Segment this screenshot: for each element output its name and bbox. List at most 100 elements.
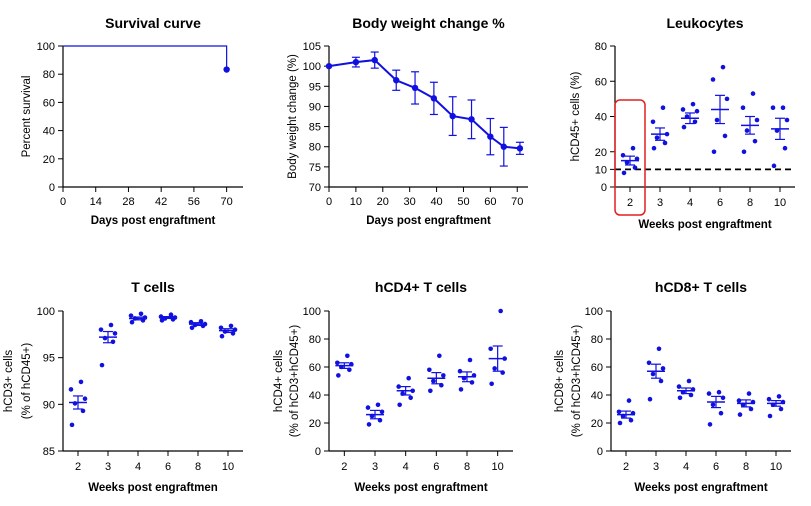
y-axis-label: Percent survival (21, 76, 33, 158)
data-point (620, 152, 626, 158)
data-point (752, 138, 758, 144)
y-tick-label: 105 (303, 41, 321, 53)
data-point (345, 353, 350, 359)
x-tick-label: 10 (774, 197, 786, 209)
data-point (748, 406, 754, 412)
x-tick-label: 30 (404, 196, 416, 208)
chart-2: Leukocytes 0 10 20 40 60 80 hCD45+ cells (%) Wee… (570, 15, 795, 231)
y-tick-label: 20 (309, 418, 321, 430)
x-tick-label: 56 (188, 196, 200, 208)
y-tick-label: 75 (309, 162, 321, 174)
x-tick-label: 70 (511, 196, 523, 208)
data-point (487, 133, 494, 140)
highlight-box (614, 99, 646, 216)
data-point (714, 117, 720, 123)
y-axis-label: Body weight change (%) (287, 54, 299, 179)
data-point (492, 366, 497, 371)
data-point (441, 373, 446, 378)
x-tick-label: 42 (155, 196, 167, 208)
y-tick-label: 100 (585, 306, 603, 318)
data-point (393, 77, 400, 84)
data-point (771, 163, 777, 169)
data-point (617, 420, 623, 426)
data-point (724, 96, 730, 102)
y-tick-label: 40 (309, 390, 321, 402)
y-tick-label: 85 (309, 122, 321, 134)
data-point (660, 366, 666, 371)
data-point (722, 133, 728, 139)
data-point (379, 409, 385, 415)
data-point (335, 360, 340, 366)
data-point (406, 375, 411, 381)
data-point (68, 387, 74, 392)
x-tick-label: 6 (717, 197, 723, 209)
data-point (500, 143, 507, 150)
data-point (681, 124, 687, 130)
data-point (430, 95, 438, 102)
x-tick-label: 4 (687, 197, 693, 209)
x-tick-label: 2 (75, 461, 81, 473)
data-point (138, 311, 144, 317)
data-point (626, 398, 632, 403)
data-point (720, 64, 726, 70)
data-point (766, 396, 772, 402)
y-tick-label: 40 (591, 390, 603, 402)
x-axis-label: Weeks post engraftment (638, 219, 772, 231)
data-point (754, 117, 760, 123)
data-point (99, 362, 105, 368)
data-point (437, 353, 442, 359)
y-tick-label: 20 (591, 418, 603, 430)
y-axis-label: hCD3+ cells (3, 350, 15, 413)
x-tick-label: 3 (372, 461, 378, 473)
x-tick-label: 8 (743, 461, 749, 473)
data-point (489, 381, 494, 387)
data-point (710, 77, 716, 82)
data-point (716, 389, 722, 395)
data-point (767, 413, 773, 419)
data-point (366, 422, 372, 427)
y-tick-label: 60 (309, 362, 321, 374)
data-point (776, 394, 782, 399)
y-tick-label: 60 (43, 97, 55, 109)
x-tick-label: 6 (165, 461, 171, 473)
data-point (628, 417, 634, 423)
data-point (449, 112, 456, 120)
data-point (365, 405, 371, 410)
y-tick-label: 0 (601, 182, 607, 194)
x-tick-label: 28 (122, 196, 134, 208)
y-axis-label-line2: (% of hCD45+) (21, 343, 33, 420)
chart-title: T cells (131, 279, 175, 295)
x-axis-label: Weeks post engraftmen (88, 482, 218, 494)
y-tick-label: 60 (591, 362, 603, 374)
data-point (396, 384, 401, 389)
x-tick-label: 10 (222, 461, 234, 473)
chart-3: T cells 85 90 95 100 hCD3+ cells (% of hCD45+)… (3, 279, 243, 494)
y-axis-label-line2: (% of hCD3+hCD45+) (289, 325, 301, 438)
x-axis-label: Days post engraftment (366, 215, 491, 227)
data-point (78, 379, 84, 385)
data-point (218, 325, 224, 331)
x-tick-label: 2 (623, 461, 629, 473)
data-point (375, 402, 381, 408)
data-point (654, 135, 660, 140)
y-tick-label: 40 (43, 126, 55, 138)
x-tick-label: 2 (341, 461, 347, 473)
y-tick-label: 100 (37, 41, 55, 53)
data-point (740, 105, 746, 110)
data-point (325, 62, 333, 70)
data-point (706, 391, 712, 396)
data-point (710, 402, 716, 408)
survival-endpoint (223, 66, 230, 73)
data-point (782, 145, 788, 151)
x-tick-label: 14 (90, 196, 102, 208)
chart-title: Body weight change % (352, 15, 505, 31)
data-point (746, 391, 752, 396)
y-tick-label: 80 (43, 69, 55, 81)
x-tick-label: 0 (326, 196, 332, 208)
data-point (737, 412, 743, 417)
data-point (129, 319, 135, 325)
data-point (750, 91, 756, 96)
data-point (677, 395, 683, 401)
series-line (63, 45, 228, 70)
